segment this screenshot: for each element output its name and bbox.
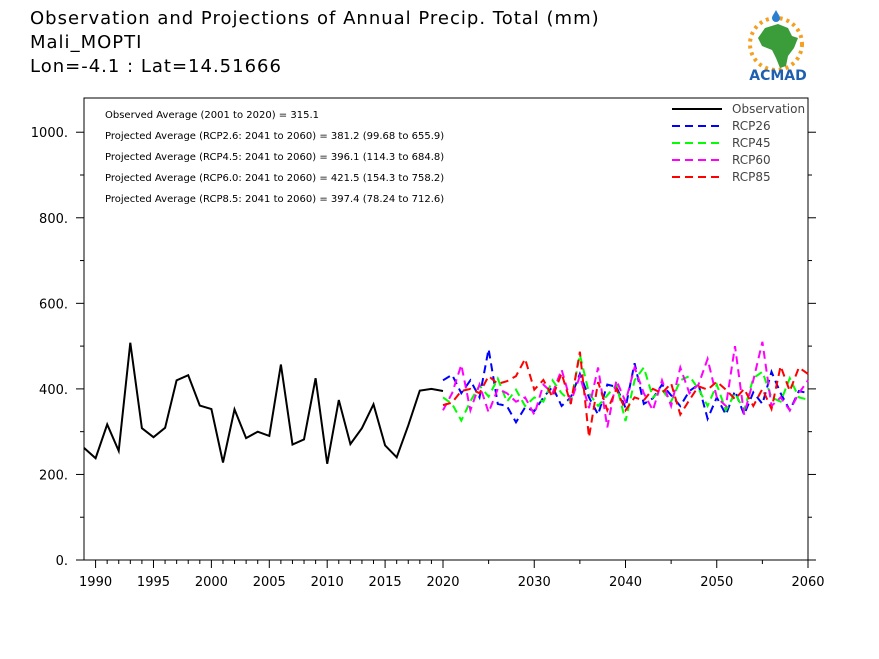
y-tick-label: 200. (39, 468, 68, 483)
x-tick-label: 2005 (253, 575, 286, 590)
legend-label-rcp60: RCP60 (732, 153, 771, 167)
water-drop-icon (772, 10, 780, 22)
chart-title: Observation and Projections of Annual Pr… (30, 8, 600, 29)
y-tick-label: 0. (56, 554, 68, 569)
legend-label-rcp45: RCP45 (732, 136, 771, 150)
series-layer (83, 341, 809, 464)
series-line-rcp26 (442, 348, 809, 425)
stat-line: Projected Average (RCP6.0: 2041 to 2060)… (105, 173, 444, 184)
stat-line: Projected Average (RCP8.5: 2041 to 2060)… (105, 194, 444, 205)
y-tick-label: 800. (39, 212, 68, 227)
stat-line: Observed Average (2001 to 2020) = 315.1 (105, 110, 319, 121)
chart-legend: Observation RCP26 RCP45 RCP60 RCP85 (672, 102, 805, 184)
stats-annotations: Observed Average (2001 to 2020) = 315.1 P… (105, 110, 444, 205)
series-line-rcp60 (442, 341, 809, 428)
coordinates-label: Lon=-4.1 : Lat=14.51666 (30, 56, 282, 77)
x-tick-label: 2030 (518, 575, 551, 590)
x-tick-label: 2010 (311, 575, 344, 590)
legend-label-rcp26: RCP26 (732, 119, 771, 133)
x-tick-label: 2050 (700, 575, 733, 590)
series-line-observation (83, 342, 444, 464)
africa-icon (758, 24, 798, 68)
y-tick-label: 1000. (31, 126, 68, 141)
plot-frame (83, 97, 809, 561)
x-tick-label: 2000 (195, 575, 228, 590)
legend-label-rcp85: RCP85 (732, 170, 771, 184)
x-tick-label: 2060 (791, 575, 824, 590)
x-tick-label: 2020 (426, 575, 459, 590)
region-label: Mali_MOPTI (30, 32, 143, 53)
stat-line: Projected Average (RCP4.5: 2041 to 2060)… (105, 152, 444, 163)
y-tick-label: 400. (39, 383, 68, 398)
x-tick-label: 1995 (137, 575, 170, 590)
logo-text: ACMAD (749, 68, 807, 84)
y-tick-label: 600. (39, 297, 68, 312)
acmad-logo: ACMAD (748, 10, 807, 84)
stat-line: Projected Average (RCP2.6: 2041 to 2060)… (105, 131, 444, 142)
chart-axes: 0. 200. 400. 600. 800. 1000. 1990 1995 2000 2005 2… (31, 97, 825, 590)
x-tick-label: 2015 (369, 575, 402, 590)
x-tick-label: 1990 (79, 575, 112, 590)
x-tick-label: 2040 (609, 575, 642, 590)
legend-label-observation: Observation (732, 102, 805, 116)
